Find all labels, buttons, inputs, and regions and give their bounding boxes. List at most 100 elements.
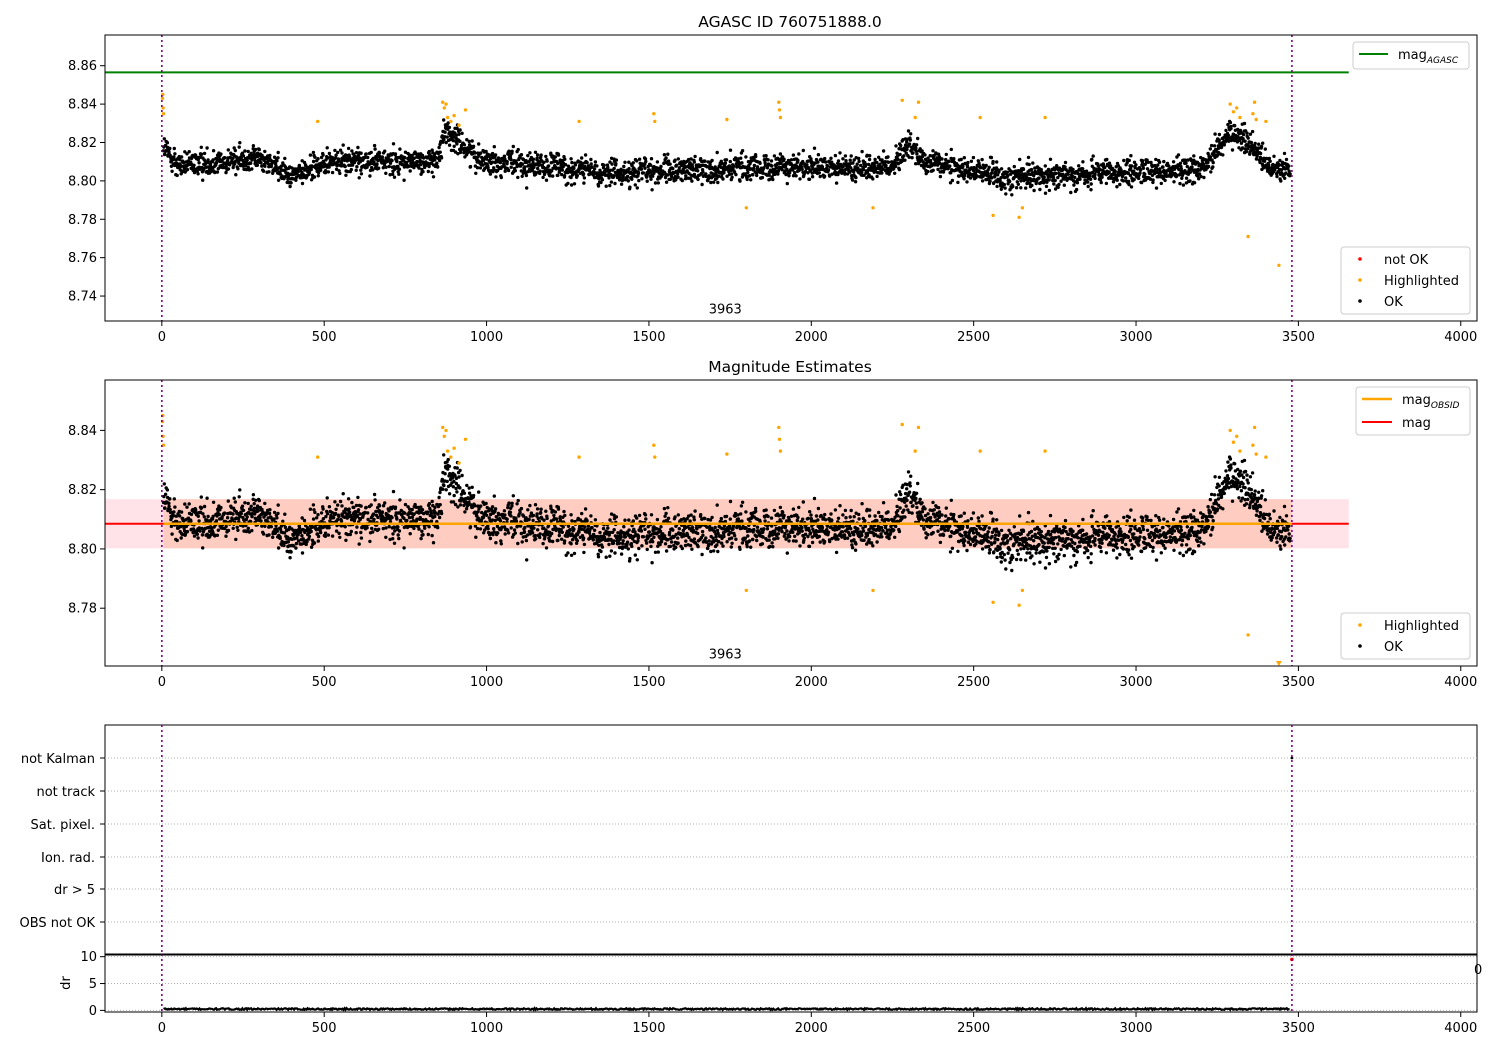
ok-point [1124, 176, 1128, 180]
ok-point [557, 533, 561, 538]
ok-point [492, 168, 496, 172]
ok-point [644, 517, 648, 521]
ok-point [269, 525, 273, 529]
ok-point [844, 159, 848, 163]
ok-point [649, 544, 653, 549]
ok-point [949, 171, 953, 175]
ok-point [914, 149, 918, 153]
ok-point [1181, 183, 1186, 187]
ok-point [311, 159, 316, 164]
ok-point [612, 539, 616, 543]
ok-point [597, 176, 601, 181]
ok-point [1122, 158, 1126, 163]
ok-point [843, 154, 848, 158]
ok-point [590, 165, 594, 169]
ok-point [477, 490, 481, 494]
ok-point [721, 177, 725, 181]
ok-point [619, 552, 624, 556]
ok-point [442, 118, 446, 122]
ok-point [1261, 141, 1265, 145]
ok-point [499, 175, 503, 180]
ok-point [608, 518, 612, 522]
ok-point [1241, 132, 1246, 137]
ok-point [717, 174, 721, 178]
ok-point [980, 157, 984, 162]
ok-point [1228, 120, 1233, 125]
ok-point [554, 167, 558, 171]
ok-point [384, 165, 388, 169]
ok-point [1138, 171, 1142, 175]
ok-point [1137, 176, 1141, 181]
ok-point [175, 538, 179, 543]
highlighted-point [1020, 206, 1025, 210]
ok-point [211, 500, 216, 504]
ok-point [877, 155, 881, 159]
ok-point [255, 163, 260, 167]
ok-point [1267, 163, 1271, 167]
ok-point [498, 160, 503, 165]
ok-point [484, 513, 489, 517]
ok-point [427, 164, 431, 169]
ok-point [725, 174, 729, 178]
highlighted-point [444, 102, 448, 106]
ok-point [562, 174, 567, 178]
ok-point [676, 175, 680, 179]
ok-point [439, 511, 444, 516]
ok-point [793, 171, 797, 175]
ok-point [1115, 178, 1119, 182]
ok-point [263, 524, 267, 528]
ok-point [421, 170, 425, 174]
ok-point [199, 152, 204, 156]
ok-point [231, 526, 235, 530]
ok-point [613, 551, 617, 555]
ok-point [334, 167, 339, 171]
ok-point [189, 512, 194, 517]
ok-point [801, 159, 805, 164]
ok-point [938, 161, 942, 166]
ok-point [369, 503, 373, 507]
ok-point [668, 177, 673, 181]
ok-point [331, 516, 336, 520]
ok-point [377, 166, 381, 170]
x-tick-label: 3000 [1119, 330, 1152, 345]
ok-point [437, 145, 441, 150]
ok-point [471, 144, 476, 148]
ok-point [1156, 163, 1160, 167]
ok-point [391, 532, 395, 536]
ok-point [965, 180, 969, 184]
ok-point [405, 518, 409, 523]
ok-point [462, 503, 466, 508]
highlighted-point [161, 112, 166, 116]
ok-point [823, 160, 828, 164]
ok-point [800, 167, 804, 171]
ok-point [1209, 143, 1214, 148]
highlighted-point [1235, 106, 1239, 110]
ok-point [452, 493, 456, 498]
ok-point [905, 140, 909, 144]
ok-point [724, 158, 729, 162]
ok-point [259, 519, 263, 523]
ok-point [219, 152, 223, 156]
ok-point [309, 545, 314, 549]
ok-point [172, 155, 176, 159]
ok-point [1244, 150, 1249, 154]
ok-point [250, 514, 254, 519]
ok-point [1031, 161, 1035, 165]
ok-point [259, 161, 263, 165]
ok-point [894, 164, 898, 169]
ok-point [969, 159, 974, 163]
ok-point [383, 149, 387, 153]
ok-point [1052, 182, 1056, 186]
ok-point [163, 492, 168, 496]
ok-point [1277, 163, 1281, 167]
ok-point [518, 510, 522, 515]
ok-point [519, 153, 524, 157]
ok-point [787, 174, 791, 178]
ok-point [267, 533, 271, 537]
ok-point [716, 180, 720, 185]
ok-point [896, 154, 900, 158]
ok-point [812, 146, 817, 150]
ok-point [779, 161, 783, 165]
ok-point [460, 131, 464, 135]
ok-point [614, 515, 619, 519]
